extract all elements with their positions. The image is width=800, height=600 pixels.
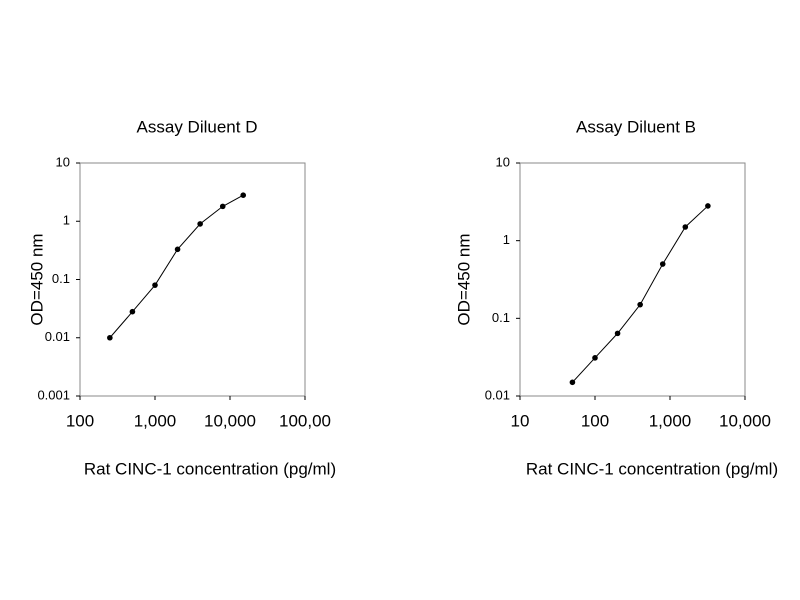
y-tick-label: 0.1 <box>52 271 70 286</box>
y-tick-label: 0.1 <box>492 310 510 325</box>
y-tick-label: 0.01 <box>45 329 70 344</box>
y-axis-label: OD=450 nm <box>27 233 46 325</box>
data-point <box>705 203 711 209</box>
x-tick-label: 10 <box>511 411 530 430</box>
y-tick-label: 1 <box>503 232 510 247</box>
plot-frame <box>79 162 306 397</box>
data-point <box>240 192 247 199</box>
data-point <box>129 308 136 315</box>
data-point <box>592 355 598 361</box>
data-point <box>637 301 643 308</box>
chart-title: Assay Diluent D <box>137 117 258 136</box>
data-point <box>682 224 689 230</box>
data-point <box>569 379 576 386</box>
x-tick-label: 10,000 <box>719 411 771 430</box>
data-point <box>174 246 181 253</box>
x-axis-label: Rat CINC-1 concentration (pg/ml) <box>526 459 778 478</box>
data-point <box>659 261 666 267</box>
y-tick-label: 10 <box>56 154 70 169</box>
data-point <box>614 330 621 337</box>
y-tick-label: 0.01 <box>485 387 510 402</box>
data-point <box>219 203 226 210</box>
x-tick-label: 100 <box>581 411 609 430</box>
y-tick-label: 1 <box>63 213 70 228</box>
data-line <box>572 205 709 383</box>
x-tick-label: 1,000 <box>134 411 177 430</box>
x-tick-label: 1,000 <box>649 411 692 430</box>
data-point <box>152 282 158 288</box>
chart-title: Assay Diluent B <box>576 117 696 136</box>
y-tick-label: 0.001 <box>37 387 70 402</box>
data-line <box>109 194 244 339</box>
x-axis-label: Rat CINC-1 concentration (pg/ml) <box>84 459 336 478</box>
y-axis-label: OD=450 nm <box>454 233 473 325</box>
x-tick-label: 100 <box>66 411 94 430</box>
data-point <box>197 221 203 227</box>
x-tick-label: 100,00 <box>279 411 331 430</box>
plot-frame <box>519 162 746 397</box>
data-point <box>107 334 113 341</box>
x-tick-label: 10,000 <box>204 411 256 430</box>
y-tick-label: 10 <box>496 154 510 169</box>
